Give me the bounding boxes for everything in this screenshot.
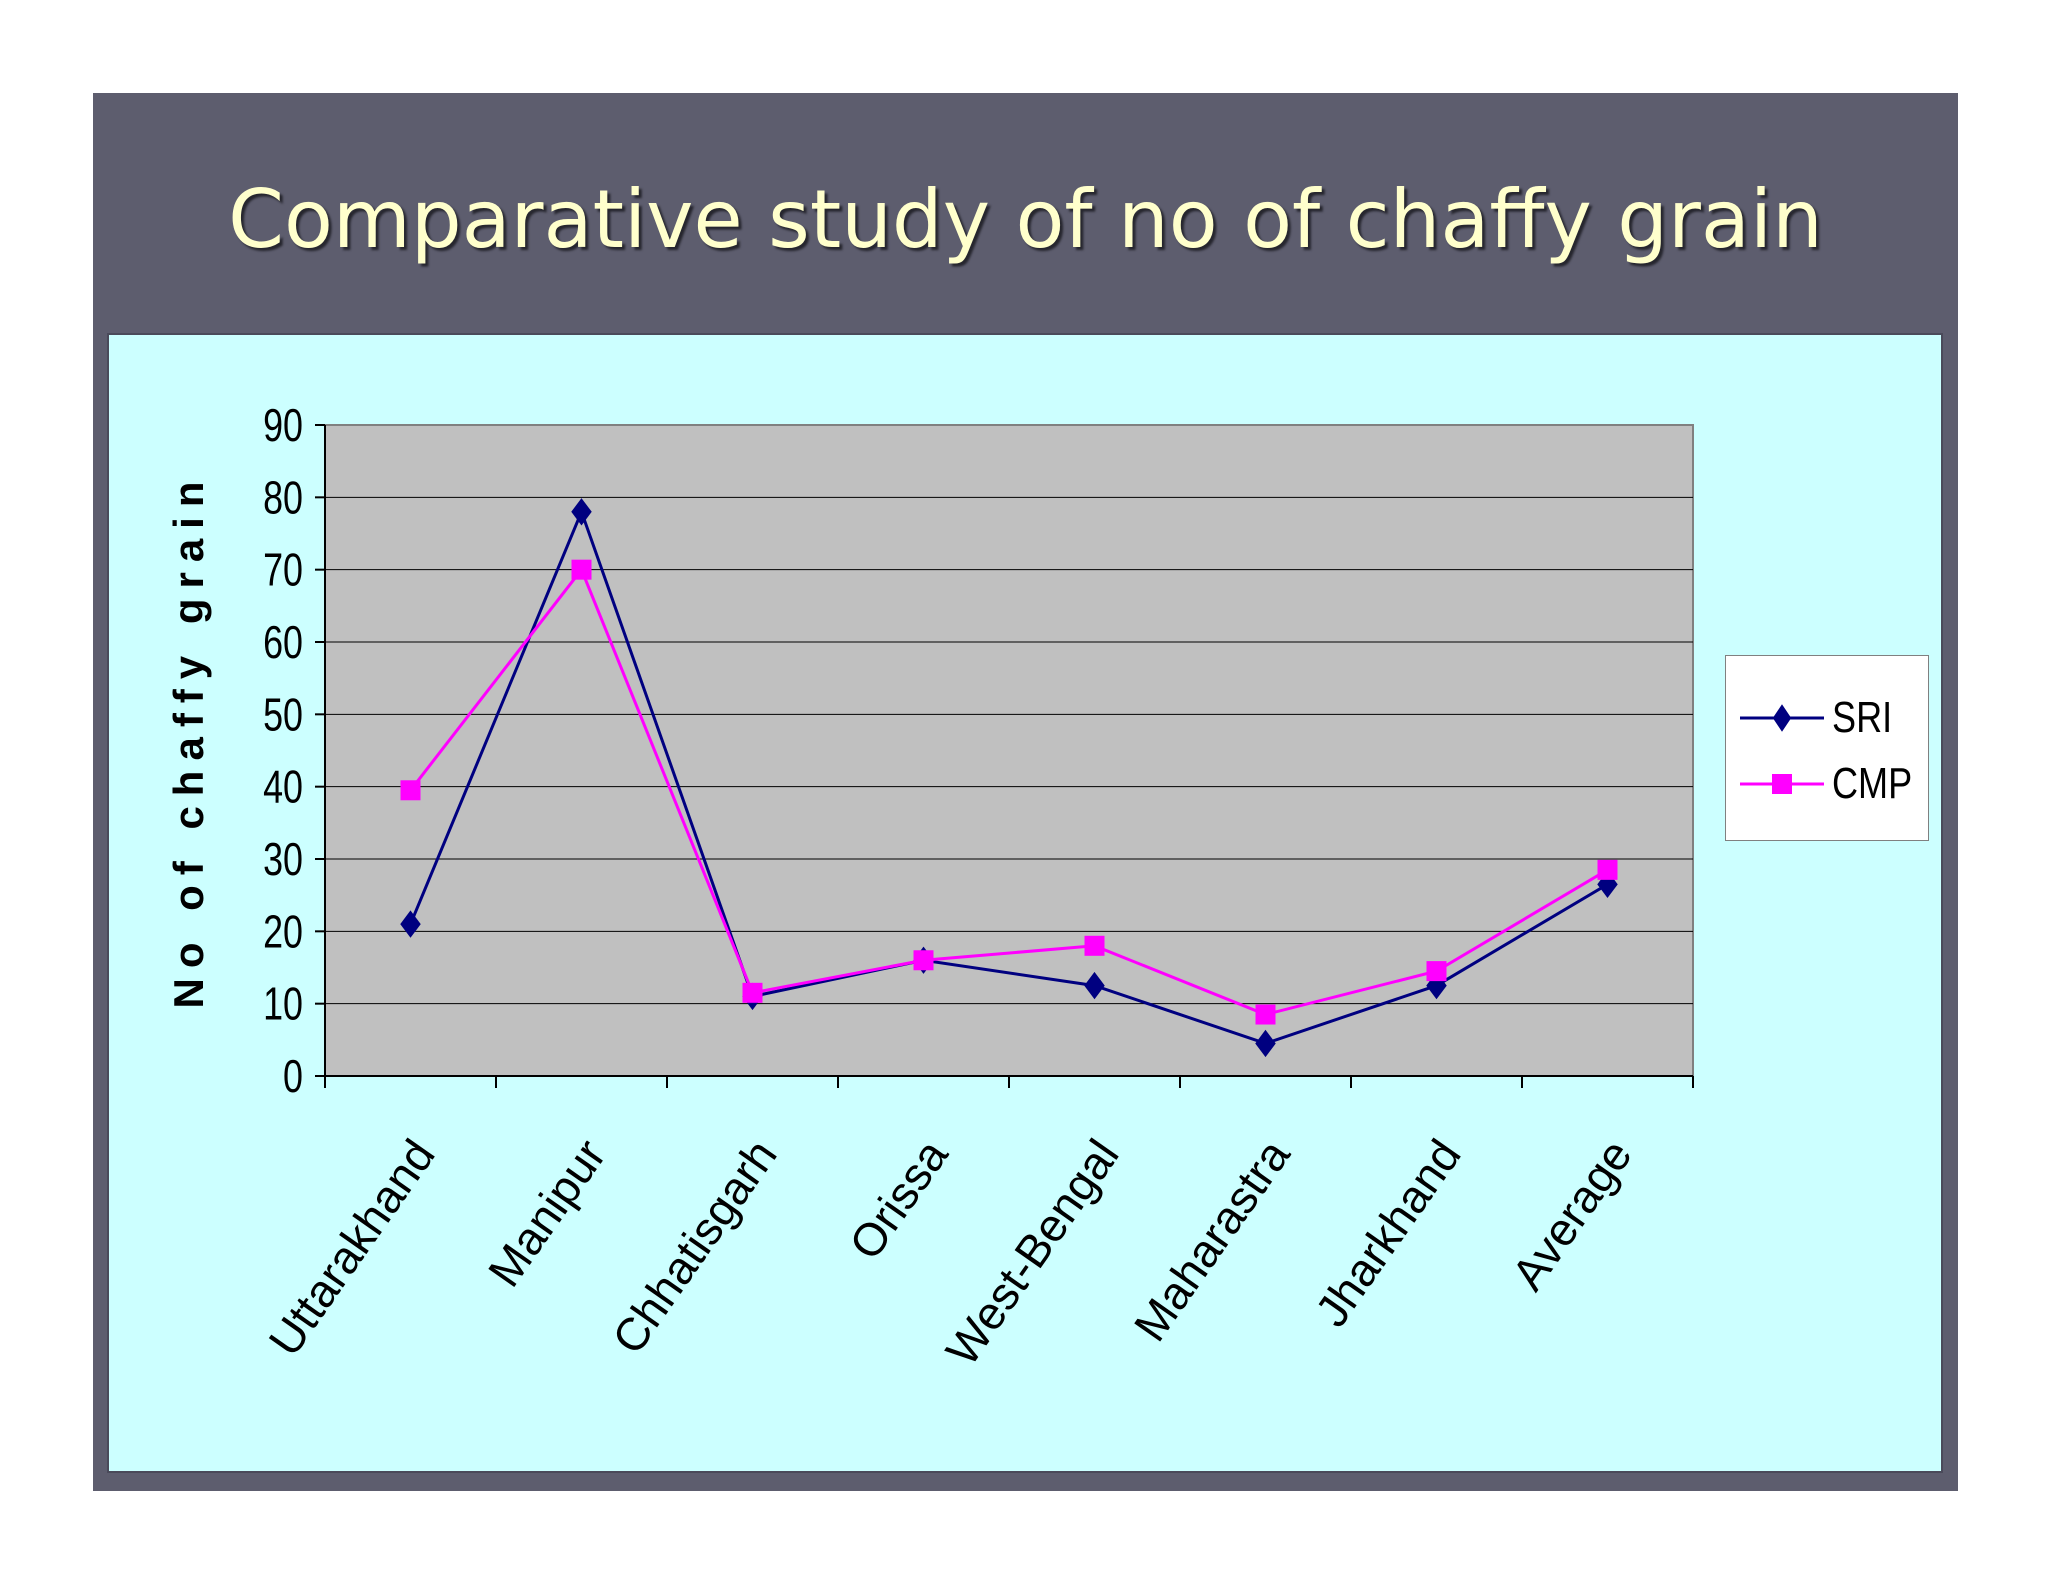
y-tick-label: 10: [263, 978, 303, 1029]
legend: SRI CMP: [1725, 655, 1929, 841]
legend-item-cmp: CMP: [1740, 754, 1930, 814]
x-tick-label: West-Bengal: [936, 1130, 1129, 1375]
data-point-sri: [1255, 1029, 1276, 1058]
x-tick-label: Manipur: [478, 1130, 616, 1296]
axes: [315, 424, 1694, 1088]
x-tick-label: Uttarakhand: [258, 1130, 444, 1365]
data-point-cmp: [571, 559, 592, 580]
data-point-cmp: [1597, 859, 1618, 880]
legend-marker-cmp: [1740, 774, 1824, 794]
x-tick-label: Orissa: [839, 1130, 958, 1269]
plot-area: [324, 424, 1694, 1077]
legend-label-cmp: CMP: [1832, 759, 1913, 808]
data-point-sri: [400, 910, 421, 938]
legend-item-sri: SRI: [1740, 688, 1905, 748]
y-axis-ticks: 0 10 20 30 40 50 60 70 80 90: [263, 400, 303, 1102]
y-tick-label: 50: [263, 689, 303, 740]
legend-marker-sri: [1740, 704, 1824, 732]
y-tick-label: 40: [263, 761, 303, 812]
y-tick-label: 90: [263, 400, 303, 451]
x-tick-label: Maharastra: [1124, 1130, 1300, 1351]
series-line-sri: [409, 507, 1609, 1046]
data-point-cmp: [1255, 1004, 1276, 1025]
series-line-cmp: [409, 566, 1609, 1017]
data-point-cmp: [742, 982, 763, 1003]
x-tick-label: Jharkhand: [1305, 1130, 1471, 1336]
y-tick-label: 70: [263, 544, 303, 595]
data-point-sri: [1084, 971, 1105, 1000]
y-tick-label: 0: [283, 1051, 303, 1102]
x-tick-label: Average: [1501, 1130, 1641, 1300]
y-axis-label: No of chaffy grain: [165, 471, 212, 1008]
slide-title: Comparative study of no of chaffy grain: [228, 173, 1823, 266]
data-point-cmp: [1426, 961, 1447, 982]
y-tick-label: 80: [263, 472, 303, 523]
series: [400, 498, 1618, 1058]
data-point-cmp: [400, 780, 421, 801]
y-tick-label: 30: [263, 834, 303, 885]
x-tick-label: Chhatisgarh: [602, 1130, 787, 1363]
gridlines: [325, 496, 1693, 1005]
legend-label-sri: SRI: [1832, 693, 1893, 742]
data-point-cmp: [913, 950, 934, 971]
y-tick-label: 60: [263, 617, 303, 668]
data-point-cmp: [1084, 935, 1105, 956]
y-tick-label: 20: [263, 906, 303, 957]
data-point-sri: [571, 498, 592, 526]
